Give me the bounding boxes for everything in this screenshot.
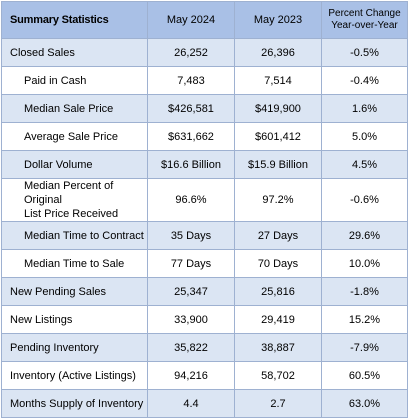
- header-percent-change-line1: Percent Change: [328, 8, 401, 19]
- change-value: -1.8%: [321, 277, 408, 306]
- prior-value: 29,419: [234, 305, 322, 334]
- row-label: Median Time to Contract: [1, 221, 148, 250]
- change-value: 4.5%: [321, 150, 408, 179]
- table-row-closed-sales: Closed Sales 26,252 26,396 -0.5%: [1, 38, 408, 67]
- current-value: 35 Days: [147, 221, 235, 250]
- change-value: 29.6%: [321, 221, 408, 250]
- row-label-line2: List Price Received: [24, 208, 119, 220]
- table-row-new-pending-sales: New Pending Sales 25,347 25,816 -1.8%: [1, 277, 408, 306]
- row-label: New Listings: [1, 305, 148, 334]
- change-value: 1.6%: [321, 94, 408, 123]
- table-row-pending-inventory: Pending Inventory 35,822 38,887 -7.9%: [1, 333, 408, 362]
- table-row-median-sale-price: Median Sale Price $426,581 $419,900 1.6%: [1, 94, 408, 123]
- table-row-median-time-to-sale: Median Time to Sale 77 Days 70 Days 10.0…: [1, 249, 408, 278]
- table-row-median-percent-list-price: Median Percent of Original List Price Re…: [1, 178, 408, 222]
- table-row-paid-in-cash: Paid in Cash 7,483 7,514 -0.4%: [1, 66, 408, 95]
- prior-value: $15.9 Billion: [234, 150, 322, 179]
- current-value: $426,581: [147, 94, 235, 123]
- change-value: 60.5%: [321, 361, 408, 390]
- row-label: Months Supply of Inventory: [1, 389, 148, 418]
- prior-value: 70 Days: [234, 249, 322, 278]
- current-value: 94,216: [147, 361, 235, 390]
- current-value: 7,483: [147, 66, 235, 95]
- row-label: Median Percent of Original List Price Re…: [1, 178, 148, 222]
- change-value: 63.0%: [321, 389, 408, 418]
- current-value: 35,822: [147, 333, 235, 362]
- change-value: 10.0%: [321, 249, 408, 278]
- row-label: Median Sale Price: [1, 94, 148, 123]
- prior-value: $601,412: [234, 122, 322, 151]
- row-label-line1: Median Percent of Original: [24, 180, 114, 206]
- change-value: -7.9%: [321, 333, 408, 362]
- current-value: 96.6%: [147, 178, 235, 222]
- prior-value: $419,900: [234, 94, 322, 123]
- prior-value: 2.7: [234, 389, 322, 418]
- table-row-dollar-volume: Dollar Volume $16.6 Billion $15.9 Billio…: [1, 150, 408, 179]
- header-prior-period: May 2023: [234, 1, 322, 39]
- current-value: 26,252: [147, 38, 235, 67]
- header-percent-change-line2: Year-over-Year: [331, 20, 398, 31]
- current-value: 77 Days: [147, 249, 235, 278]
- change-value: -0.5%: [321, 38, 408, 67]
- prior-value: 58,702: [234, 361, 322, 390]
- row-label: Paid in Cash: [1, 66, 148, 95]
- change-value: 5.0%: [321, 122, 408, 151]
- header-row: Summary Statistics May 2024 May 2023 Per…: [1, 1, 408, 39]
- change-value: -0.6%: [321, 178, 408, 222]
- prior-value: 38,887: [234, 333, 322, 362]
- table-body: Closed Sales 26,252 26,396 -0.5% Paid in…: [1, 38, 408, 418]
- table-header: Summary Statistics May 2024 May 2023 Per…: [1, 1, 408, 39]
- current-value: 4.4: [147, 389, 235, 418]
- row-label: Median Time to Sale: [1, 249, 148, 278]
- header-current-period: May 2024: [147, 1, 235, 39]
- change-value: -0.4%: [321, 66, 408, 95]
- current-value: $16.6 Billion: [147, 150, 235, 179]
- header-percent-change: Percent Change Year-over-Year: [321, 1, 408, 39]
- row-label: Pending Inventory: [1, 333, 148, 362]
- table-row-average-sale-price: Average Sale Price $631,662 $601,412 5.0…: [1, 122, 408, 151]
- prior-value: 7,514: [234, 66, 322, 95]
- row-label: Inventory (Active Listings): [1, 361, 148, 390]
- current-value: 25,347: [147, 277, 235, 306]
- row-label: Average Sale Price: [1, 122, 148, 151]
- row-label: Dollar Volume: [1, 150, 148, 179]
- prior-value: 97.2%: [234, 178, 322, 222]
- table-row-new-listings: New Listings 33,900 29,419 15.2%: [1, 305, 408, 334]
- change-value: 15.2%: [321, 305, 408, 334]
- prior-value: 26,396: [234, 38, 322, 67]
- table-row-median-time-to-contract: Median Time to Contract 35 Days 27 Days …: [1, 221, 408, 250]
- row-label: Closed Sales: [1, 38, 148, 67]
- prior-value: 27 Days: [234, 221, 322, 250]
- prior-value: 25,816: [234, 277, 322, 306]
- current-value: 33,900: [147, 305, 235, 334]
- table-row-inventory-active-listings: Inventory (Active Listings) 94,216 58,70…: [1, 361, 408, 390]
- row-label: New Pending Sales: [1, 277, 148, 306]
- table-row-months-supply: Months Supply of Inventory 4.4 2.7 63.0%: [1, 389, 408, 418]
- header-summary-statistics: Summary Statistics: [1, 1, 148, 39]
- current-value: $631,662: [147, 122, 235, 151]
